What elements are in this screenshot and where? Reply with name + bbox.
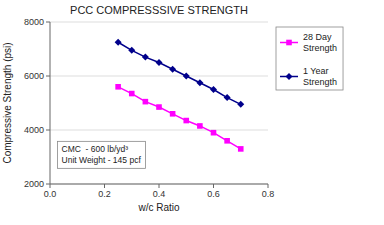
tick-label: 6000 xyxy=(24,71,44,81)
tick-mark xyxy=(46,184,50,185)
text-line: 1 Year xyxy=(303,66,329,76)
data-point xyxy=(183,73,190,80)
data-point xyxy=(224,138,230,144)
tick-label: 0.8 xyxy=(262,189,275,199)
text-line: Strength xyxy=(303,43,337,53)
annotation: CMC - 600 lb/yd³Unit Weight - 145 pcf xyxy=(62,144,142,165)
data-point xyxy=(183,118,189,124)
text-line: Strength xyxy=(303,77,337,87)
data-point xyxy=(115,84,121,90)
data-point xyxy=(210,86,217,93)
data-point xyxy=(224,94,231,101)
legend-entry: 1 YearStrength xyxy=(303,66,337,87)
data-point xyxy=(211,130,217,136)
series-line xyxy=(118,42,241,104)
series-line xyxy=(118,87,241,149)
data-point xyxy=(237,101,244,108)
legend: 28 DayStrength1 YearStrength xyxy=(276,27,343,90)
text-line: 28 Day xyxy=(303,32,332,42)
text-line: Unit Weight - 145 pcf xyxy=(62,155,142,165)
legend-marker xyxy=(286,40,292,46)
data-point xyxy=(169,66,176,73)
data-point xyxy=(156,59,163,66)
data-point xyxy=(129,91,135,97)
text-line: CMC - 600 lb/yd³ xyxy=(62,144,129,154)
grid-line xyxy=(50,22,268,23)
legend-entry: 28 DayStrength xyxy=(303,32,337,53)
y-axis-label: Compressive Strength (psi) xyxy=(2,42,13,163)
tick-mark xyxy=(104,184,105,188)
tick-mark xyxy=(46,130,50,131)
grid-line xyxy=(50,130,268,131)
chart: 2000 4000 6000 8000 0.0 0.2 0.4 0.6 0.8 PCC COMPR… xyxy=(0,0,384,225)
grid-line xyxy=(50,184,268,185)
tick-label: 0.0 xyxy=(44,189,57,199)
x-axis-label: w/c Ratio xyxy=(137,202,180,213)
tick-label: 0.6 xyxy=(207,189,220,199)
tick-label: 8000 xyxy=(24,17,44,27)
data-point xyxy=(142,54,149,61)
legend-frame xyxy=(276,27,343,90)
grid-line xyxy=(50,76,268,77)
tick-label: 2000 xyxy=(24,179,44,189)
tick-mark xyxy=(50,184,51,188)
tick-label: 0.2 xyxy=(98,189,111,199)
tick-mark xyxy=(159,184,160,188)
tick-label: 0.4 xyxy=(153,189,166,199)
title: PCC COMPRESSSIVE STRENGTH xyxy=(70,4,248,16)
data-point xyxy=(115,39,122,46)
tick-mark xyxy=(46,22,50,23)
x-axis xyxy=(50,184,268,185)
legend-marker xyxy=(286,73,293,80)
tick-mark xyxy=(46,76,50,77)
tick-label: 4000 xyxy=(24,125,44,135)
data-point xyxy=(143,99,149,105)
annotation-frame xyxy=(58,141,146,168)
tick-mark xyxy=(268,184,269,188)
data-point xyxy=(197,123,203,129)
data-point xyxy=(128,47,135,54)
data-point xyxy=(238,146,244,152)
data-point xyxy=(170,111,176,117)
data-point xyxy=(156,104,162,110)
y-axis xyxy=(50,22,51,184)
tick-mark xyxy=(213,184,214,188)
annotation-box: CMC - 600 lb/yd³Unit Weight - 145 pcf xyxy=(58,141,146,168)
data-point xyxy=(196,79,203,86)
plot-area xyxy=(115,39,245,152)
